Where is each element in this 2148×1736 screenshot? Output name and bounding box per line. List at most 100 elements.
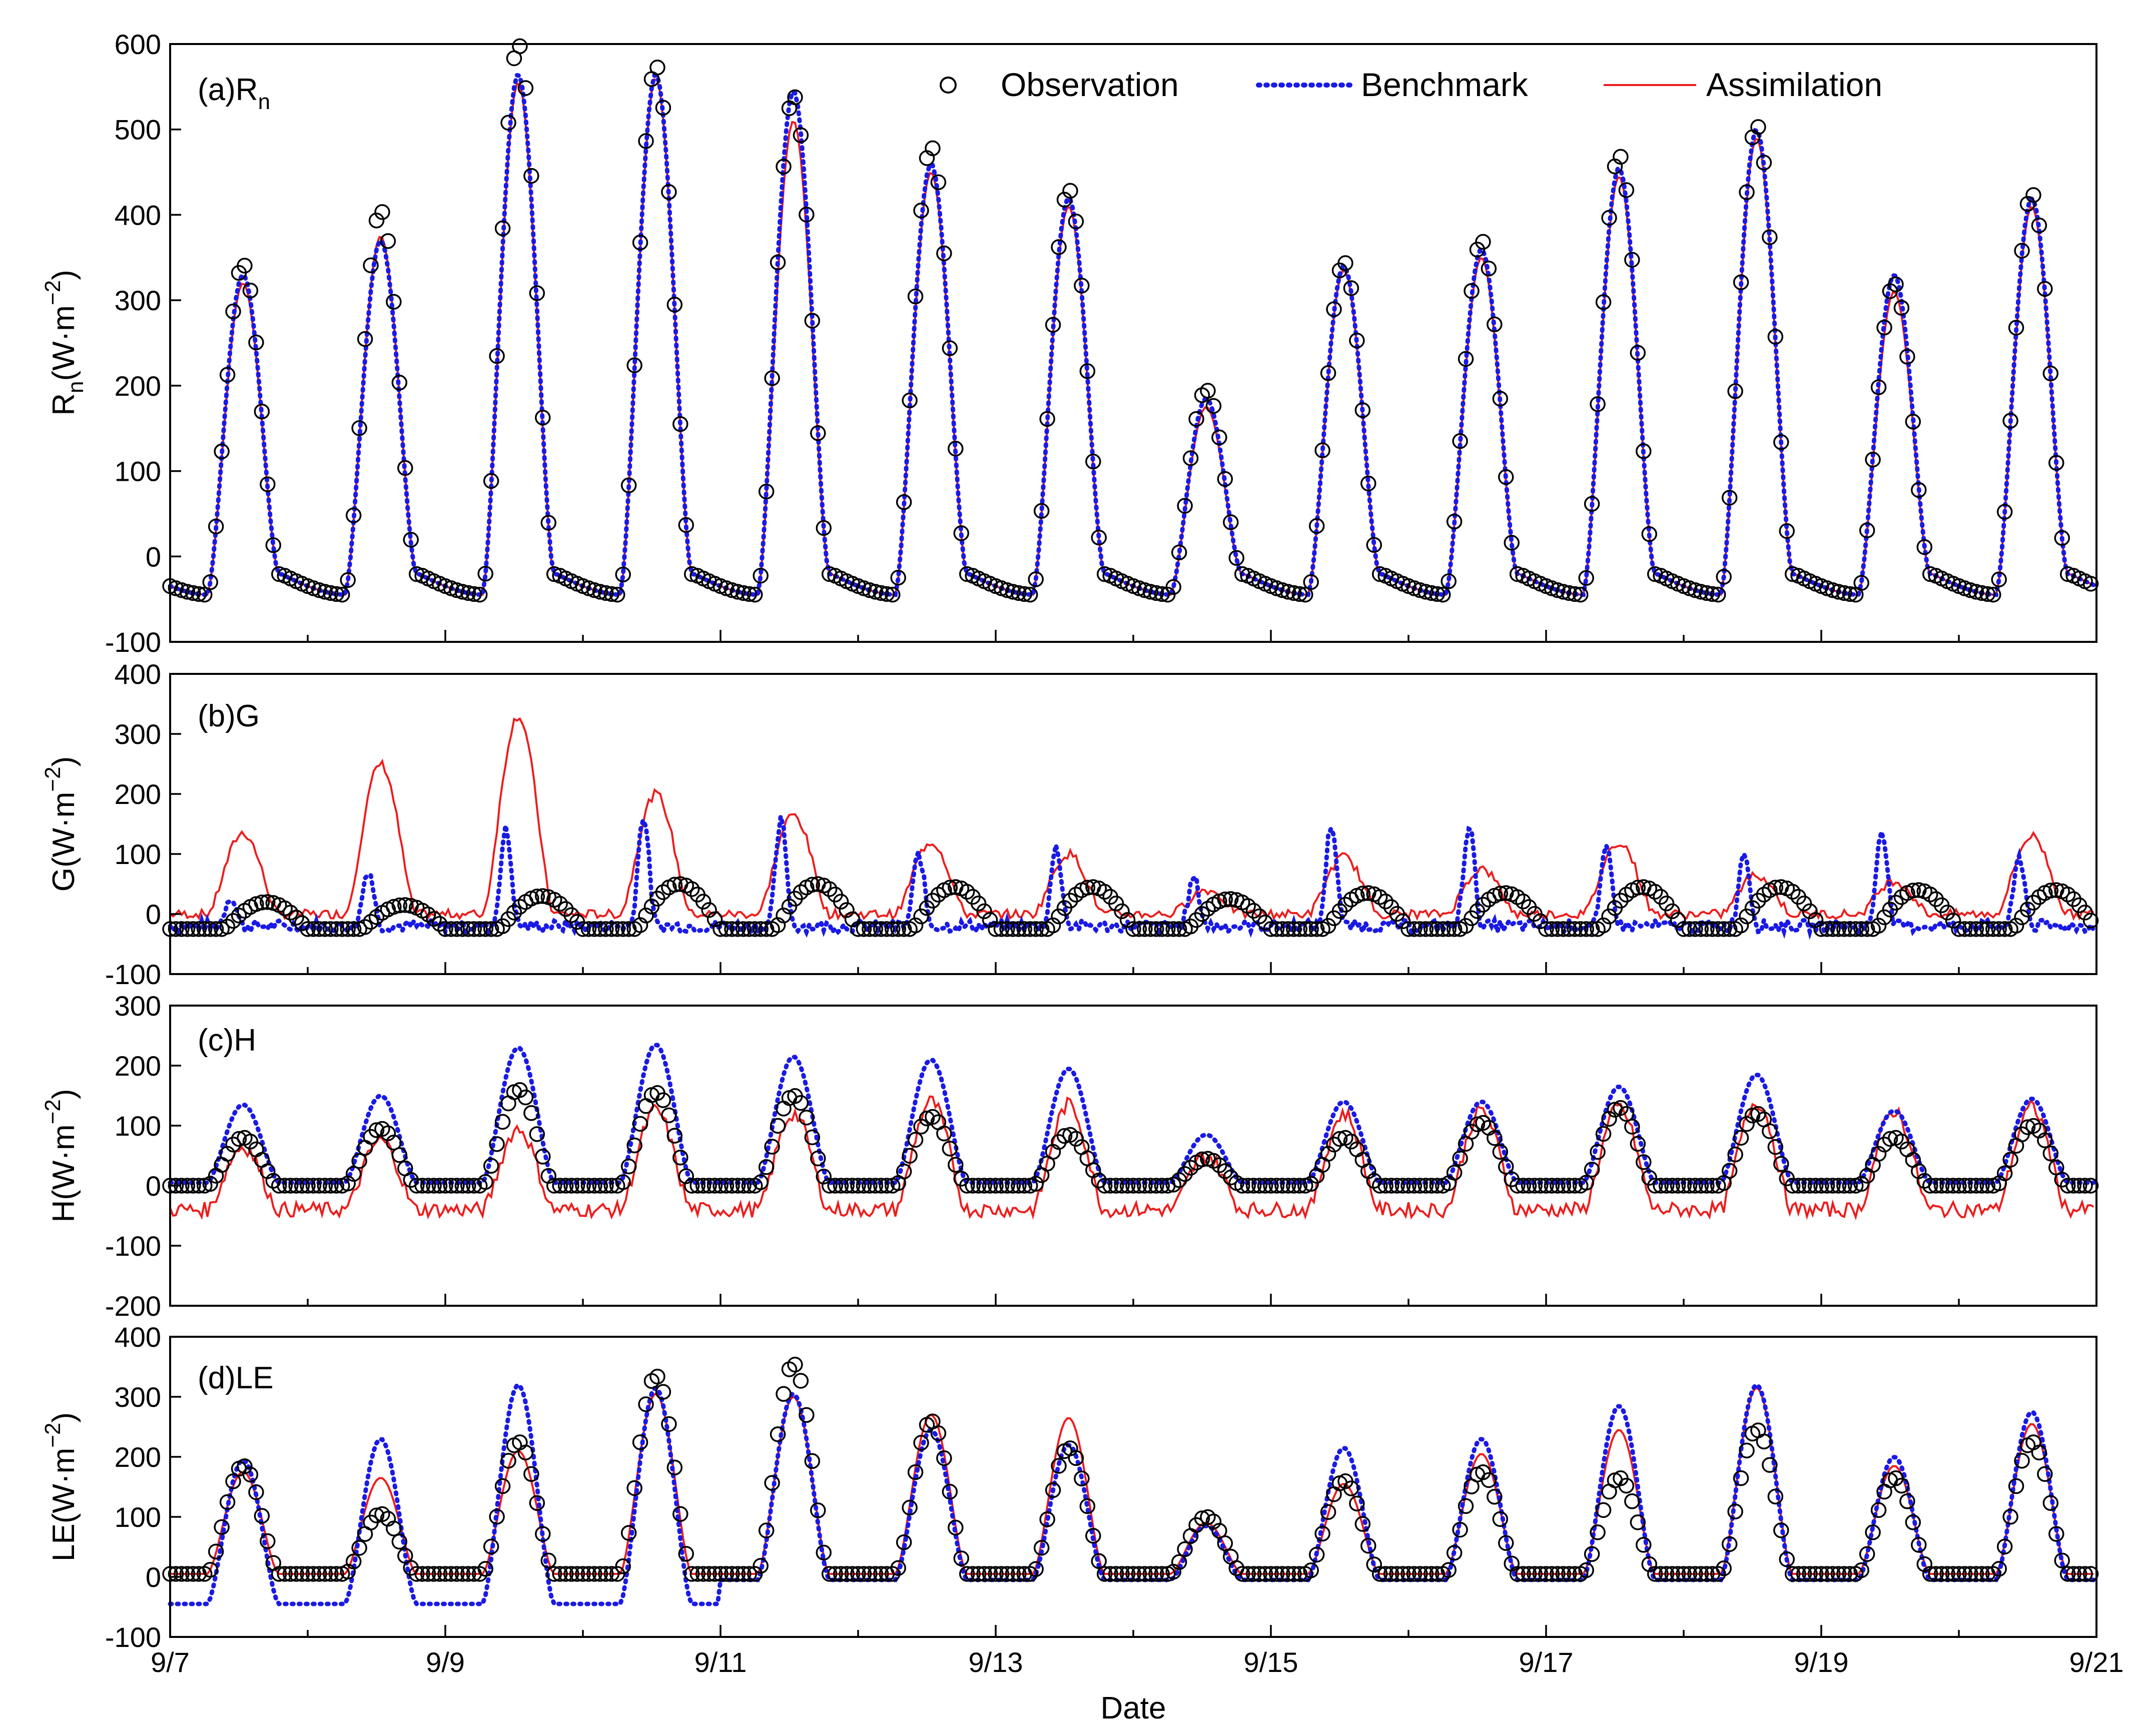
h-observation-point — [1550, 1178, 1566, 1194]
rn-observation-point — [1441, 573, 1457, 589]
le-observation-point — [2008, 1478, 2024, 1494]
g-observation-point — [1171, 921, 1187, 937]
h-observation-point — [1274, 1178, 1290, 1194]
h-observation-point — [603, 1178, 620, 1194]
g-observation-point — [1079, 880, 1096, 896]
rn-observation-point — [787, 89, 803, 106]
g-observation-point — [1962, 921, 1978, 937]
rn-observation-point — [1721, 490, 1738, 506]
g-observation-point — [1096, 884, 1113, 900]
x-tick-label: 9/21 — [2069, 1646, 2124, 1678]
rn-observation-point — [477, 565, 493, 582]
le-observation-point — [1756, 1433, 1772, 1450]
le-observation-point — [1922, 1566, 1938, 1582]
le-ytick-label: 300 — [115, 1381, 161, 1413]
le-observation-point — [1291, 1566, 1308, 1582]
le-observation-point — [1693, 1566, 1709, 1582]
g-observation-point — [1475, 897, 1491, 913]
rn-observation-point — [517, 80, 534, 96]
rn-observation-point — [936, 245, 952, 262]
le-observation-point — [1400, 1566, 1416, 1582]
rn-observation-point — [1573, 586, 1589, 603]
rn-observation-point — [1211, 429, 1227, 446]
g-observation-point — [1945, 913, 1961, 929]
le-observation-point — [672, 1506, 688, 1522]
le-observation-point — [1974, 1566, 1990, 1582]
le-observation-point — [1595, 1502, 1612, 1518]
rn-observation-point — [770, 254, 786, 271]
le-ytick-label: 200 — [115, 1441, 161, 1473]
h-observation-point — [300, 1178, 316, 1194]
le-observation-point — [1125, 1566, 1141, 1582]
le-observation-point — [586, 1566, 602, 1582]
g-observation-point — [340, 921, 356, 937]
le-observation-point — [1498, 1535, 1514, 1551]
rn-observation-point — [1417, 584, 1434, 600]
h-observation-point — [632, 1116, 648, 1132]
le-observation-point — [1550, 1566, 1566, 1582]
le-observation-point — [626, 1480, 642, 1496]
rn-observation-point — [179, 584, 196, 600]
le-observation-point — [2082, 1566, 2099, 1582]
le-observation-point — [661, 1416, 677, 1432]
h-observation-point — [1567, 1178, 1583, 1194]
h-observation-point — [1939, 1178, 1955, 1194]
g-observation-point — [907, 917, 924, 934]
g-observation-point — [804, 877, 821, 893]
rn-observation-point — [753, 567, 769, 584]
rn-observation-point — [867, 584, 884, 600]
g-observation-point — [535, 888, 551, 904]
le-observation-point — [615, 1558, 631, 1574]
g-observation-point — [575, 921, 591, 937]
g-observation-point — [454, 921, 471, 937]
legend-assimilation-label: Assimilation — [1706, 66, 1882, 103]
h-observation-point — [2071, 1178, 2087, 1194]
g-observation-point — [890, 921, 906, 937]
rn-observation-point — [1171, 544, 1187, 560]
g-panel-label: (b)G — [198, 699, 260, 733]
rn-observation-point — [397, 460, 413, 476]
g-observation-point — [1441, 921, 1457, 937]
g-observation-point — [1658, 896, 1675, 912]
le-ytick-label: -100 — [105, 1621, 161, 1653]
le-observation-point — [1784, 1566, 1801, 1582]
le-observation-point — [219, 1494, 236, 1510]
rn-observation-point — [357, 331, 373, 347]
le-observation-point — [323, 1566, 339, 1582]
rn-observation-point — [793, 127, 809, 143]
h-observation-point — [1956, 1178, 1973, 1194]
h-observation-point — [1819, 1178, 1835, 1194]
h-observation-point — [1051, 1134, 1067, 1150]
h-observation-point — [431, 1178, 448, 1194]
h-observation-point — [1245, 1178, 1262, 1194]
le-observation-point — [1658, 1566, 1675, 1582]
le-observation-point — [580, 1566, 597, 1582]
h-observation-point — [1343, 1134, 1359, 1150]
h-observation-point — [959, 1178, 975, 1194]
g-observation-point — [1297, 921, 1313, 937]
rn-ytick-label: -100 — [105, 626, 161, 658]
rn-ytick-label: 600 — [115, 29, 161, 60]
h-observation-point — [873, 1178, 889, 1194]
rn-observation-point — [666, 297, 683, 313]
h-observation-point — [620, 1158, 637, 1175]
h-observation-point — [1056, 1128, 1073, 1144]
h-observation-point — [1762, 1123, 1778, 1139]
le-observation-point — [517, 1444, 534, 1461]
h-observation-point — [546, 1178, 562, 1194]
h-observation-point — [736, 1178, 752, 1194]
rn-observation-point — [1968, 584, 1984, 600]
le-observation-point — [1274, 1566, 1290, 1582]
le-observation-point — [191, 1566, 207, 1582]
h-observation-point — [1509, 1178, 1526, 1194]
g-observation-point — [1664, 903, 1680, 920]
h-observation-point — [420, 1178, 436, 1194]
le-observation-point — [529, 1495, 545, 1511]
h-observation-point — [1125, 1178, 1141, 1194]
rn-ytick-label: 300 — [115, 285, 161, 316]
le-observation-point — [1114, 1566, 1130, 1582]
le-observation-point — [1796, 1566, 1812, 1582]
g-observation-point — [191, 921, 207, 937]
le-observation-point — [237, 1458, 253, 1474]
